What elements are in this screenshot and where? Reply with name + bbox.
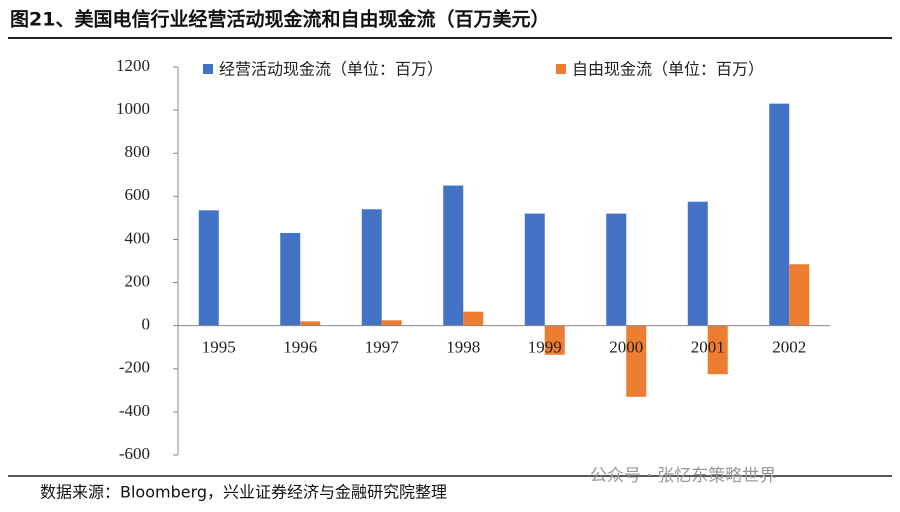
- bar: [687, 201, 708, 326]
- x-tick-label: 1999: [528, 338, 562, 357]
- watermark: 公众号 · 张忆东策略世界: [590, 466, 776, 486]
- bar: [381, 320, 402, 326]
- bar: [544, 325, 565, 355]
- bar: [361, 209, 382, 326]
- legend-swatch: [203, 64, 213, 74]
- y-tick-label: 0: [142, 315, 151, 334]
- bar: [626, 325, 647, 397]
- bar: [463, 311, 484, 326]
- bar: [198, 210, 219, 326]
- y-tick-label: 1200: [116, 56, 150, 75]
- bar: [443, 185, 464, 326]
- y-tick-label: 800: [125, 142, 151, 161]
- bar: [300, 321, 321, 326]
- x-tick-label: 1997: [365, 338, 400, 357]
- x-tick-label: 2000: [609, 338, 643, 357]
- y-tick-label: 600: [125, 185, 151, 204]
- y-tick-label: -400: [119, 401, 150, 420]
- x-tick-label: 1998: [446, 338, 480, 357]
- x-tick-label: 1995: [202, 338, 236, 357]
- legend-swatch: [556, 64, 566, 74]
- bar: [280, 232, 301, 326]
- x-tick-label: 2002: [772, 338, 806, 357]
- bar: [769, 103, 790, 326]
- y-tick-label: 200: [125, 271, 151, 290]
- bar: [524, 213, 545, 326]
- y-tick-label: 1000: [116, 99, 150, 118]
- chart-title: 图21、美国电信行业经营活动现金流和自由现金流（百万美元）: [10, 8, 549, 31]
- x-tick-label: 1996: [283, 338, 317, 357]
- legend-label: 自由现金流（单位：百万）: [572, 60, 764, 79]
- y-tick-label: 400: [125, 228, 151, 247]
- bar: [707, 325, 728, 375]
- legend-label: 经营活动现金流（单位：百万）: [219, 60, 443, 79]
- x-tick-label: 2001: [691, 338, 725, 357]
- bar: [789, 264, 810, 326]
- y-tick-label: -600: [119, 444, 150, 463]
- source-note: 数据来源：Bloomberg，兴业证券经济与金融研究院整理: [40, 483, 447, 502]
- bar: [606, 213, 627, 326]
- y-tick-label: -200: [119, 358, 150, 377]
